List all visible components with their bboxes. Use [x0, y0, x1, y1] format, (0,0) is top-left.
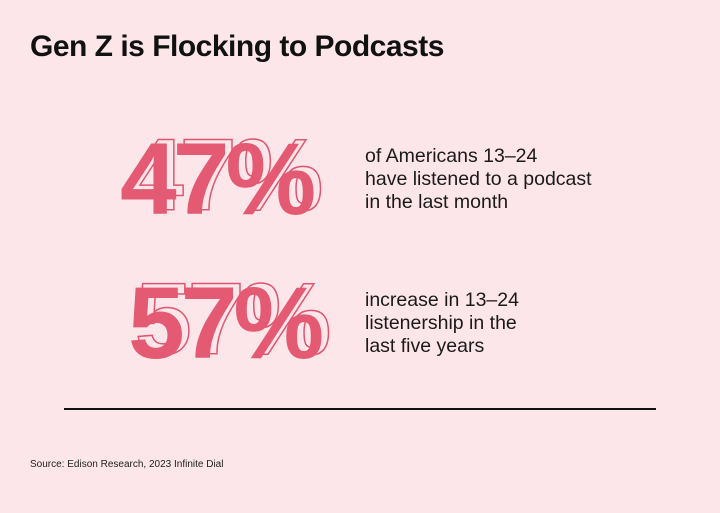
divider	[64, 408, 656, 410]
stat-description-2: increase in 13–24 listenership in the la…	[365, 289, 519, 357]
source-note: Source: Edison Research, 2023 Infinite D…	[30, 459, 224, 470]
stat-value-1: 47% 47%	[120, 123, 324, 230]
stat-description-1: of Americans 13–24 have listened to a po…	[365, 145, 592, 213]
stat-value-2: 57% 57%	[128, 267, 332, 374]
stat-outline: 57%	[134, 262, 332, 376]
stat-outline: 47%	[126, 118, 324, 232]
page-title: Gen Z is Flocking to Podcasts	[30, 30, 444, 63]
stat-fill: 57%	[128, 266, 324, 380]
stat-fill: 47%	[120, 122, 316, 236]
